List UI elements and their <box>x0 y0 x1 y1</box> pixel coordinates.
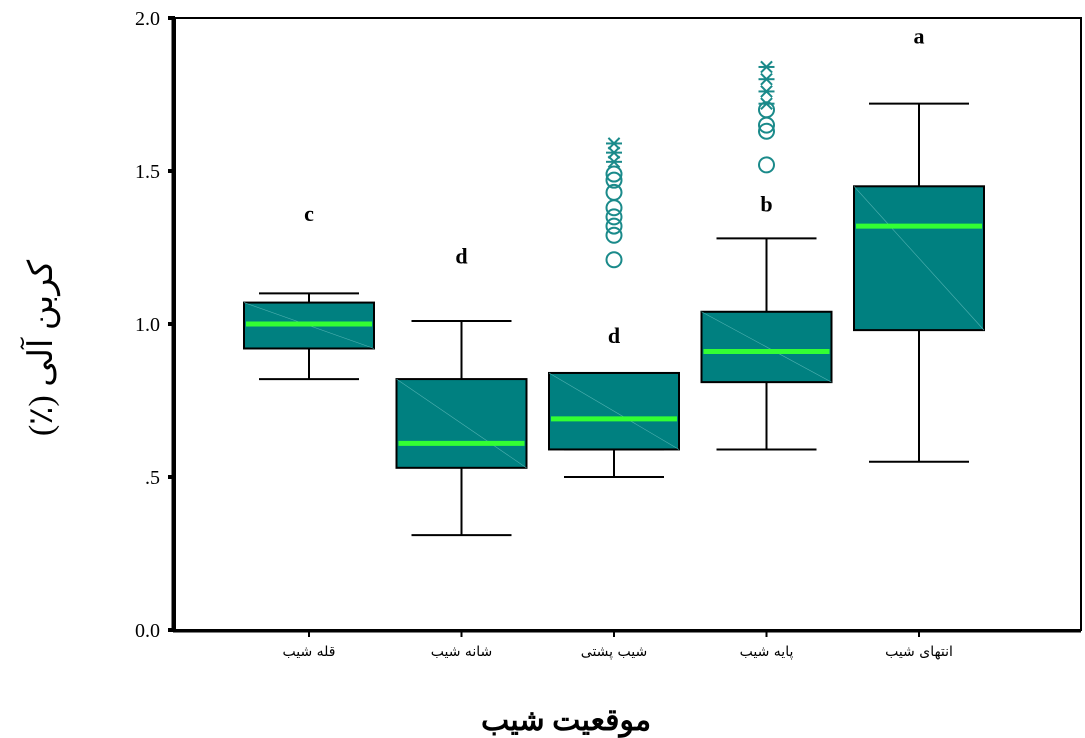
box-shading-line <box>548 372 680 450</box>
outlier-point <box>605 226 623 244</box>
outlier-point <box>605 217 623 235</box>
extreme-point <box>758 97 775 110</box>
y-tick-label: 0.0 <box>135 620 160 642</box>
extreme-stroke <box>607 137 621 150</box>
y-axis-label: کربن آلی (٪) <box>20 259 61 436</box>
box-group: c <box>243 201 375 381</box>
y-tick-label: 1.5 <box>135 161 160 183</box>
y-tick-label: 1.0 <box>135 314 160 336</box>
outlier-point <box>605 208 623 226</box>
extreme-point <box>758 85 775 98</box>
outlier-point <box>605 199 623 217</box>
extreme-point <box>606 137 622 150</box>
box-group: d <box>395 244 528 537</box>
outlier-point <box>605 183 623 201</box>
box-shading-line <box>853 186 985 331</box>
significance-letter: a <box>914 23 925 48</box>
significance-letter: b <box>760 192 772 217</box>
x-tick-label: شانه شیب <box>431 644 493 660</box>
extreme-stroke <box>607 155 621 169</box>
extreme-point <box>758 60 775 74</box>
extreme-stroke <box>760 85 773 98</box>
outlier-point <box>758 156 775 174</box>
significance-letter: c <box>304 201 314 226</box>
boxes-layer: c d d b a <box>243 23 985 537</box>
y-tick-label: 2.0 <box>135 8 160 30</box>
outlier-point <box>605 171 623 189</box>
extreme-point <box>606 146 622 159</box>
x-tick-label: قله شیب <box>283 644 336 660</box>
extreme-point <box>758 72 775 86</box>
box-group: a <box>853 23 985 463</box>
extreme-stroke <box>607 146 621 159</box>
box-group: d <box>548 137 680 478</box>
x-axis-ticks: قله شیب شانه شیب شیب پشتی پایه شیب انتهای شی… <box>283 630 953 660</box>
x-axis-label: موقعیت شیب <box>481 704 651 738</box>
box-shading-line <box>396 378 527 469</box>
box-group: b <box>700 60 833 451</box>
significance-letter: d <box>455 244 467 269</box>
significance-letter: d <box>608 323 620 348</box>
extreme-stroke <box>760 72 773 86</box>
extreme-point <box>606 155 622 169</box>
outlier-point <box>605 251 623 269</box>
extreme-stroke <box>760 97 773 110</box>
x-tick-label: شیب پشتی <box>581 644 647 660</box>
outlier-point <box>758 122 775 140</box>
x-tick-label: پایه شیب <box>740 644 794 660</box>
box-shading-line <box>701 311 832 383</box>
extreme-stroke <box>760 60 773 74</box>
outlier-point <box>605 165 623 183</box>
y-tick-label: .5 <box>145 467 160 489</box>
x-tick-label: انتهای شیب <box>885 644 953 660</box>
y-axis-ticks: 0.0 .5 1.0 1.5 2.0 <box>135 8 175 642</box>
